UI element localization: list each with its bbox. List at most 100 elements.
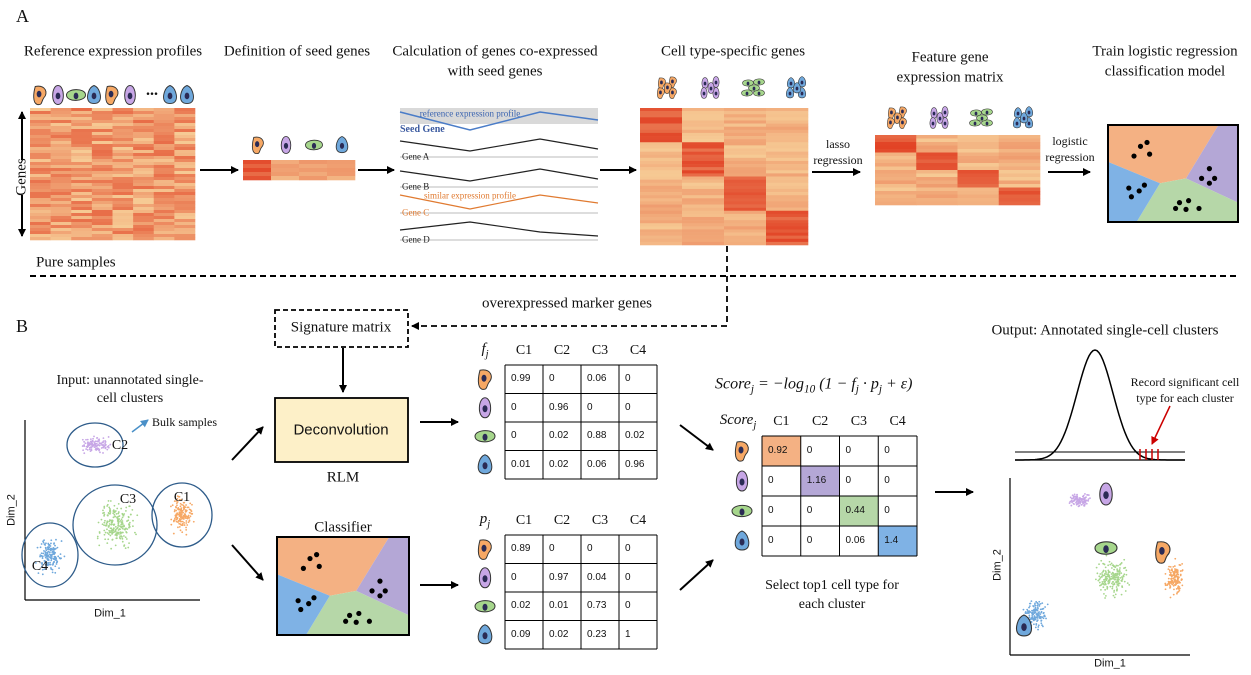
heatmap-cell <box>112 207 134 211</box>
heatmap-cell <box>91 195 113 199</box>
panel-label: B <box>16 316 29 336</box>
heatmap-cell <box>682 216 725 221</box>
deconvolution-label: Deconvolution <box>293 421 389 439</box>
connector <box>1151 405 1171 445</box>
connector <box>131 419 149 433</box>
heatmap-cell <box>957 142 1000 146</box>
heatmap-cell <box>998 156 1041 160</box>
heatmap-cell <box>682 132 725 137</box>
heatmap-cell <box>916 187 958 192</box>
heatmap-cell <box>682 179 725 184</box>
cell-point <box>1170 577 1173 580</box>
cell-point <box>1032 609 1035 612</box>
cell-point <box>104 443 107 446</box>
cell-point <box>181 531 184 534</box>
heatmap-cell <box>640 167 683 171</box>
cell-point <box>1075 503 1078 506</box>
heatmap-cell <box>50 162 72 166</box>
heatmap-cell <box>916 184 958 188</box>
heatmap-cell <box>30 138 51 142</box>
cell-point <box>106 532 109 534</box>
class-dot <box>353 619 359 625</box>
heatmap-cell <box>112 237 134 241</box>
heatmap-cell <box>174 129 196 133</box>
cell-point <box>1037 628 1039 631</box>
cell-point <box>116 532 119 535</box>
heatmap-cell <box>271 164 300 169</box>
heatmap-cell <box>724 120 767 124</box>
step-title: Calculation of genes co-expressed <box>392 43 598 60</box>
cell-icon <box>936 112 944 124</box>
heatmap-cell <box>50 216 72 220</box>
heatmap-cell <box>112 195 134 199</box>
heatmap-cell <box>50 171 72 175</box>
class-dot <box>1147 151 1153 157</box>
heatmap-cell <box>91 174 113 178</box>
cell-point <box>181 516 184 519</box>
heatmap-cell <box>327 168 356 173</box>
cell-nucleus <box>974 111 978 116</box>
class-dot <box>382 588 388 594</box>
panel-label: A <box>16 6 29 26</box>
cell-icon <box>335 136 349 154</box>
cell-icon <box>87 84 101 105</box>
heatmap-cell <box>766 117 809 121</box>
cell-nucleus <box>896 115 899 120</box>
column-label: C4 <box>889 414 906 429</box>
cell-point <box>1042 611 1045 614</box>
cell-nucleus <box>1021 623 1027 631</box>
cell-icon <box>124 85 136 105</box>
heatmap-cell <box>91 192 113 196</box>
cell-point <box>45 561 48 564</box>
cell-point <box>191 503 193 506</box>
cell-point <box>115 532 118 535</box>
cell-point <box>175 518 178 521</box>
heatmap-cell <box>998 152 1041 157</box>
table-value: 0 <box>511 401 517 413</box>
cell-nucleus <box>482 405 488 413</box>
cell-nucleus <box>127 92 133 100</box>
heatmap-cell <box>957 156 1000 160</box>
cell-point <box>1096 572 1099 575</box>
cell-nucleus <box>739 538 745 546</box>
heatmap-cell <box>957 166 1000 171</box>
cell-nucleus <box>745 91 749 96</box>
heatmap-cell <box>153 168 175 172</box>
heatmap-cell <box>174 120 196 124</box>
cell-point <box>107 533 110 536</box>
cell-point <box>39 546 42 549</box>
heatmap-cell <box>916 170 958 174</box>
cell-point <box>106 520 109 523</box>
cell-point <box>85 438 87 441</box>
gene-label: Gene A <box>402 151 430 162</box>
cell-point <box>107 446 110 449</box>
heatmap-cell <box>153 111 175 115</box>
cell-nucleus <box>980 116 984 121</box>
cell-icon <box>664 82 672 94</box>
cell-icon <box>477 624 493 645</box>
table-value: 0 <box>511 571 517 583</box>
heatmap-cell <box>724 201 767 205</box>
heatmap-cell <box>243 168 272 173</box>
heatmap-cell <box>50 150 72 154</box>
cell-point <box>1103 592 1105 595</box>
heatmap-cell <box>112 117 134 121</box>
heatmap-cell <box>640 123 683 127</box>
class-dot <box>316 563 322 570</box>
heatmap-cell <box>153 237 175 241</box>
cell-point <box>1112 594 1115 597</box>
column-label: C2 <box>811 414 829 429</box>
cell-point <box>1111 585 1114 588</box>
cell-point <box>176 504 178 507</box>
cluster-outline <box>151 482 213 548</box>
table-value: 0 <box>884 505 890 516</box>
heatmap-cell <box>766 238 809 243</box>
heatmap-cell <box>766 108 809 112</box>
cell-icon <box>163 84 177 105</box>
profile-line <box>399 194 599 210</box>
cell-point <box>1117 577 1120 579</box>
cell-nucleus <box>889 120 892 125</box>
cell-point <box>1029 618 1032 621</box>
samples-label: Pure samples <box>36 254 116 271</box>
cell-nucleus <box>739 478 745 486</box>
